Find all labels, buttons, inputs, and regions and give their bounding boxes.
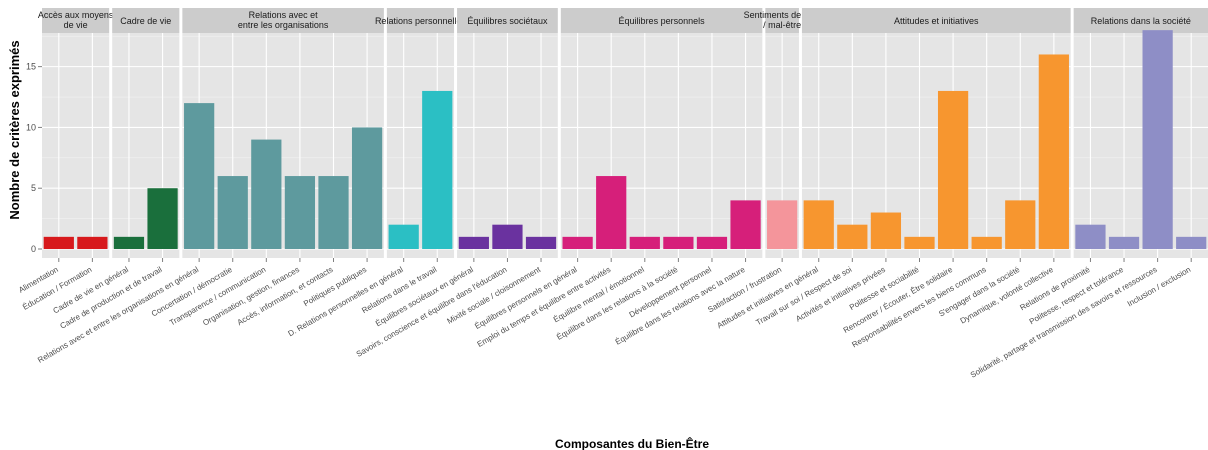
bar [1108,236,1140,249]
y-tick-label: 5 [31,183,36,193]
facet-strip [1073,8,1208,33]
facet-title: Attitudes et initiatives [894,16,979,26]
panel-background [182,33,384,258]
x-tick-label: Inclusion / exclusion [1126,265,1193,309]
bar [937,90,969,250]
bar [351,127,383,249]
facet-strip [386,8,455,33]
y-tick-label: 15 [26,62,36,72]
bar [388,224,419,249]
bar [525,236,557,249]
bar [596,176,627,249]
bar [1176,236,1207,249]
x-axis-label: Composantes du Bien-Être [555,436,709,450]
facet-title: Cadre de vie [120,16,171,26]
bar [663,236,694,249]
facet-strip [457,8,558,33]
facet-title: Relations dans la société [1091,16,1191,26]
facet-title: Accès aux moyens de vie [38,10,114,30]
y-tick-label: 10 [26,122,36,132]
facet-title: Équilibres sociétaux [467,16,548,26]
facet-strip [560,8,763,33]
bar [147,188,178,249]
facet-strip [42,8,110,33]
bar [184,103,215,250]
bar [696,236,728,249]
facet-title: Relations avec et entre les organisations [238,10,329,30]
facet-strip [801,8,1071,33]
panel-background [42,33,110,258]
bar [730,200,761,249]
bar [113,236,145,249]
bar [803,200,834,249]
facet-panel: Accès aux moyens de vieAlimentationÉducat… [17,8,114,312]
bar [904,236,935,249]
bar [870,212,902,249]
bar [458,236,489,249]
bar [318,176,349,249]
facet-title: Sentiments de bien / mal-être [744,10,821,30]
bar [422,90,453,250]
bar [767,200,798,249]
bar [1075,224,1106,249]
bar [1038,54,1069,250]
bar [492,224,523,249]
bar [43,236,74,249]
bar [562,236,593,249]
bar [251,139,282,249]
y-axis-label: Nombre de critères exprimés [7,40,22,219]
panel-background [560,33,763,258]
bar [284,176,316,249]
facet-strip [112,8,180,33]
facet-title: Relations personnelles [375,16,467,26]
bar [1005,200,1036,249]
bar [1142,30,1173,249]
facet-title: Équilibres personnels [619,16,706,26]
bar [971,236,1002,249]
facet-strip [182,8,384,33]
facet-strip [765,8,799,33]
facet-panel: Sentiments de bien / mal-êtreSatisfaction… [706,8,821,315]
bar [629,236,660,249]
bar [77,236,108,249]
bar [837,224,868,249]
panel-background [1073,33,1208,258]
bar [217,176,248,249]
y-tick-label: 0 [31,244,36,254]
